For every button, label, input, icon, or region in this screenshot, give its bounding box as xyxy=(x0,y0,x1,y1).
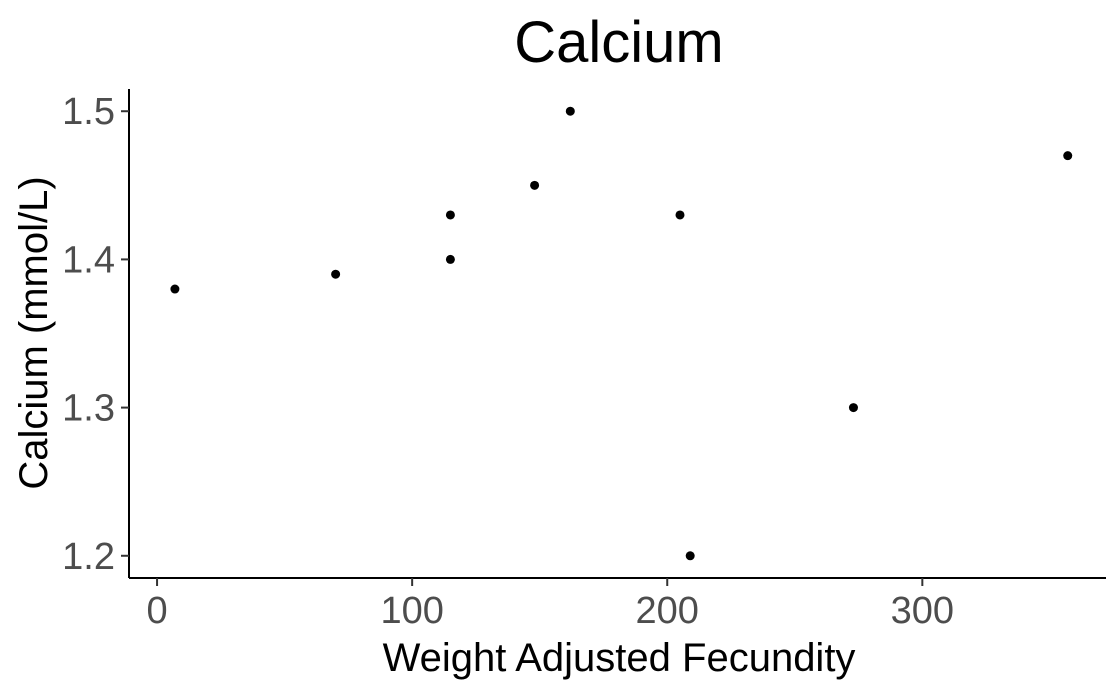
data-point xyxy=(331,269,341,279)
chart-title: Calcium xyxy=(514,10,724,75)
data-point xyxy=(530,180,540,190)
data-point xyxy=(445,254,455,264)
y-tick-label: 1.3 xyxy=(62,388,115,430)
data-point xyxy=(445,210,455,220)
data-point xyxy=(685,551,695,561)
data-point xyxy=(675,210,685,220)
data-point xyxy=(1063,151,1073,161)
data-point xyxy=(170,284,180,294)
y-axis-title: Calcium (mmol/L) xyxy=(12,176,56,489)
x-axis-title: Weight Adjusted Fecundity xyxy=(383,636,856,680)
y-tick-label: 1.2 xyxy=(62,536,115,578)
data-point xyxy=(565,106,575,116)
y-tick-label: 1.4 xyxy=(62,239,115,281)
x-tick-label: 200 xyxy=(636,590,699,632)
x-tick-label: 300 xyxy=(891,590,954,632)
x-axis: 0 100 200 300 xyxy=(129,577,1106,632)
data-points xyxy=(170,106,1073,561)
x-tick-label: 0 xyxy=(146,590,167,632)
y-ticks: 1.2 1.3 1.4 1.5 xyxy=(62,91,129,578)
y-axis: 1.2 1.3 1.4 1.5 xyxy=(62,89,130,578)
x-tick-label: 100 xyxy=(380,590,443,632)
x-ticks: 0 100 200 300 xyxy=(146,578,954,632)
y-tick-label: 1.5 xyxy=(62,91,115,133)
data-point xyxy=(848,403,858,413)
